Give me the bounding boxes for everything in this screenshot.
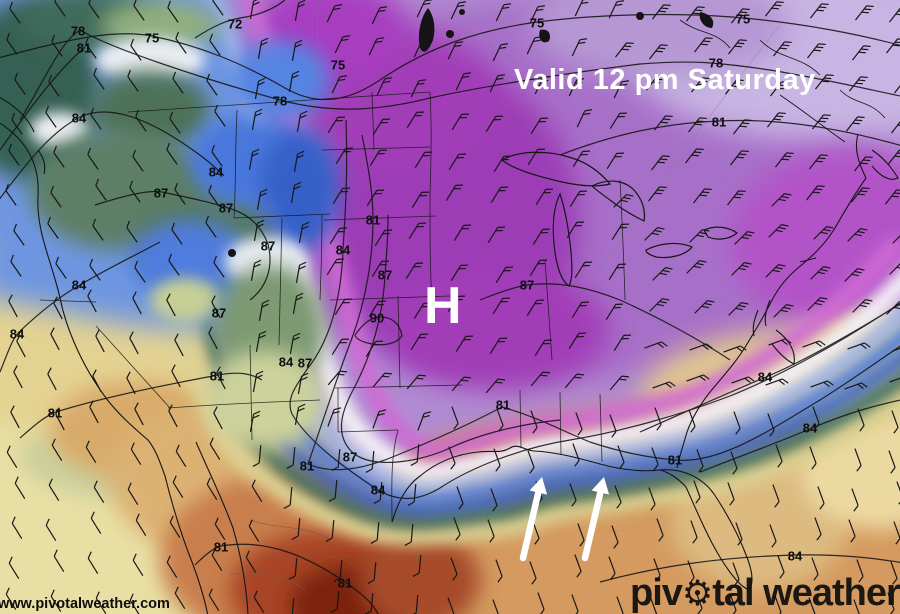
contour-label: 84 bbox=[278, 354, 294, 370]
contour-label: 87 bbox=[153, 185, 169, 201]
contour-label: 78 bbox=[272, 93, 288, 109]
contour-label: 81 bbox=[76, 40, 92, 56]
contour-label: 84 bbox=[370, 482, 386, 498]
contour-label: 81 bbox=[711, 114, 727, 130]
contour-label: 84 bbox=[787, 548, 803, 564]
northwest-terrain-field bbox=[0, 0, 340, 328]
contour-label: 78 bbox=[708, 55, 724, 71]
warm-advection-arrow bbox=[581, 477, 610, 562]
contour-label: 84 bbox=[71, 110, 87, 126]
contour-label: 75 bbox=[144, 30, 160, 46]
contour-label: 81 bbox=[337, 575, 353, 591]
contour-label: 84 bbox=[71, 277, 87, 293]
contour-label: 81 bbox=[495, 397, 511, 413]
contour-label: 87 bbox=[297, 355, 313, 371]
contour-label: 75 bbox=[529, 15, 545, 31]
wind-barbs-layer bbox=[5, 0, 900, 614]
contour-label: 81 bbox=[365, 212, 381, 228]
contour-label: 87 bbox=[377, 267, 393, 283]
contour-label: 84 bbox=[208, 164, 224, 180]
contour-label: 84 bbox=[335, 242, 351, 258]
contour-label: 72 bbox=[227, 16, 243, 32]
contour-label: 75 bbox=[735, 11, 751, 27]
contour-label: 87 bbox=[218, 200, 234, 216]
contour-label: 81 bbox=[47, 405, 63, 421]
contour-label: 87 bbox=[519, 277, 535, 293]
contour-label: 87 bbox=[211, 305, 227, 321]
contour-label: 90 bbox=[369, 310, 385, 326]
canada-lakes-rivers bbox=[228, 8, 886, 257]
coastlines bbox=[0, 97, 899, 614]
contour-label: 84 bbox=[757, 369, 773, 385]
contour-label: 84 bbox=[802, 420, 818, 436]
contour-label: 84 bbox=[9, 326, 25, 342]
contour-label: 81 bbox=[299, 458, 315, 474]
contour-label: 87 bbox=[342, 449, 358, 465]
mexico-state-lines bbox=[229, 519, 361, 591]
contour-label: 87 bbox=[260, 238, 276, 254]
contour-label: 81 bbox=[213, 539, 229, 555]
contour-label: 75 bbox=[330, 57, 346, 73]
contour-label: 78 bbox=[70, 23, 86, 39]
contour-label: 81 bbox=[209, 368, 225, 384]
warm-advection-arrow bbox=[519, 477, 548, 562]
contour-label: 81 bbox=[667, 452, 683, 468]
annotation-arrows-layer bbox=[519, 477, 610, 562]
